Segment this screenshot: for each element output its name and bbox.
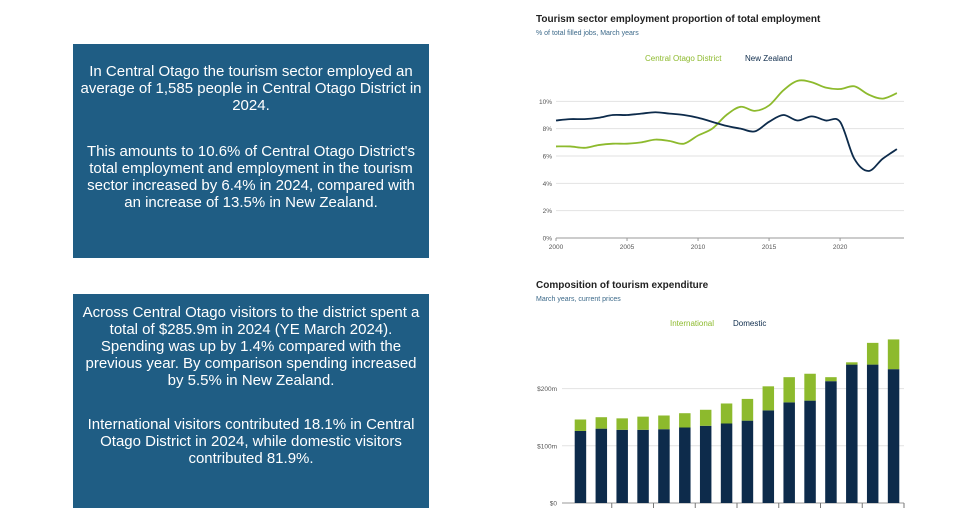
bar-international (616, 418, 628, 430)
legend-central-otago: Central Otago District (645, 54, 722, 63)
bar-domestic (804, 400, 816, 503)
bar-domestic (574, 430, 587, 503)
y-tick-label: 4% (543, 181, 553, 188)
bar-domestic (720, 423, 733, 503)
bar-domestic (887, 369, 900, 503)
bar-domestic (616, 429, 628, 503)
employment-summary-paragraph-1: In Central Otago the tourism sector empl… (80, 63, 422, 114)
bar-domestic (658, 429, 670, 503)
expenditure-summary-paragraph-2: International visitors contributed 18.1%… (87, 416, 415, 467)
bar-international (741, 398, 754, 421)
bar-domestic (783, 402, 795, 503)
bar-international (658, 415, 670, 430)
bar-international (574, 419, 587, 431)
expenditure-summary-box: Across Central Otago visitors to the dis… (73, 294, 429, 508)
y-tick-label: 6% (543, 154, 553, 161)
employment-line-chart: 0% 2% 4% 6% 8% 10% 2000 2005 2010 2015 2020 (539, 79, 904, 251)
y-tick-label: 0% (543, 236, 553, 243)
bar-international (783, 377, 795, 403)
bar-international (699, 409, 712, 426)
legend-international: International (670, 319, 715, 328)
bar-international (804, 373, 816, 401)
bar-international (720, 403, 733, 424)
bar-international (866, 342, 879, 365)
series-line-central-otago (555, 79, 898, 149)
x-tick-label: 2020 (833, 244, 848, 251)
bar-domestic (762, 410, 775, 503)
bar-international (887, 339, 900, 370)
y-tick-label: 2% (543, 208, 553, 215)
legend-domestic: Domestic (733, 319, 767, 328)
bar-domestic (846, 364, 858, 503)
x-tick-label: 2005 (620, 244, 635, 251)
bar-international (825, 377, 837, 382)
y-tick-label: 8% (543, 126, 553, 133)
employment-summary-box: In Central Otago the tourism sector empl… (73, 44, 429, 258)
bar-domestic (595, 428, 608, 503)
expenditure-bar-chart: $0 $100m $200m (537, 339, 905, 508)
bar-international (679, 413, 691, 428)
y-tick-label: $0 (550, 501, 558, 508)
expenditure-chart-subtitle: March years, current prices (536, 296, 621, 303)
employment-chart-title: Tourism sector employment proportion of … (536, 14, 821, 25)
legend-new-zealand: New Zealand (745, 54, 793, 63)
bar-international (762, 386, 775, 411)
x-tick-label: 2000 (549, 244, 564, 251)
employment-chart-subtitle: % of total filled jobs, March years (536, 30, 639, 37)
employment-summary-paragraph-2: This amounts to 10.6% of Central Otago D… (86, 143, 415, 211)
bar-international (595, 417, 608, 429)
x-tick-label: 2010 (691, 244, 706, 251)
bar-domestic (699, 425, 712, 503)
expenditure-summary-paragraph-1: Across Central Otago visitors to the dis… (82, 304, 420, 389)
bar-international (846, 362, 858, 365)
bar-domestic (825, 381, 837, 503)
y-tick-label: $200m (537, 386, 557, 393)
y-tick-label: 10% (539, 99, 552, 106)
series-line-new-zealand (555, 111, 898, 172)
x-tick-label: 2015 (762, 244, 777, 251)
bar-domestic (637, 429, 649, 503)
y-tick-label: $100m (537, 443, 557, 450)
bar-international (637, 416, 649, 430)
bar-domestic (679, 427, 691, 503)
bar-domestic (866, 364, 879, 503)
expenditure-chart-title: Composition of tourism expenditure (536, 280, 709, 291)
bar-domestic (741, 420, 754, 503)
